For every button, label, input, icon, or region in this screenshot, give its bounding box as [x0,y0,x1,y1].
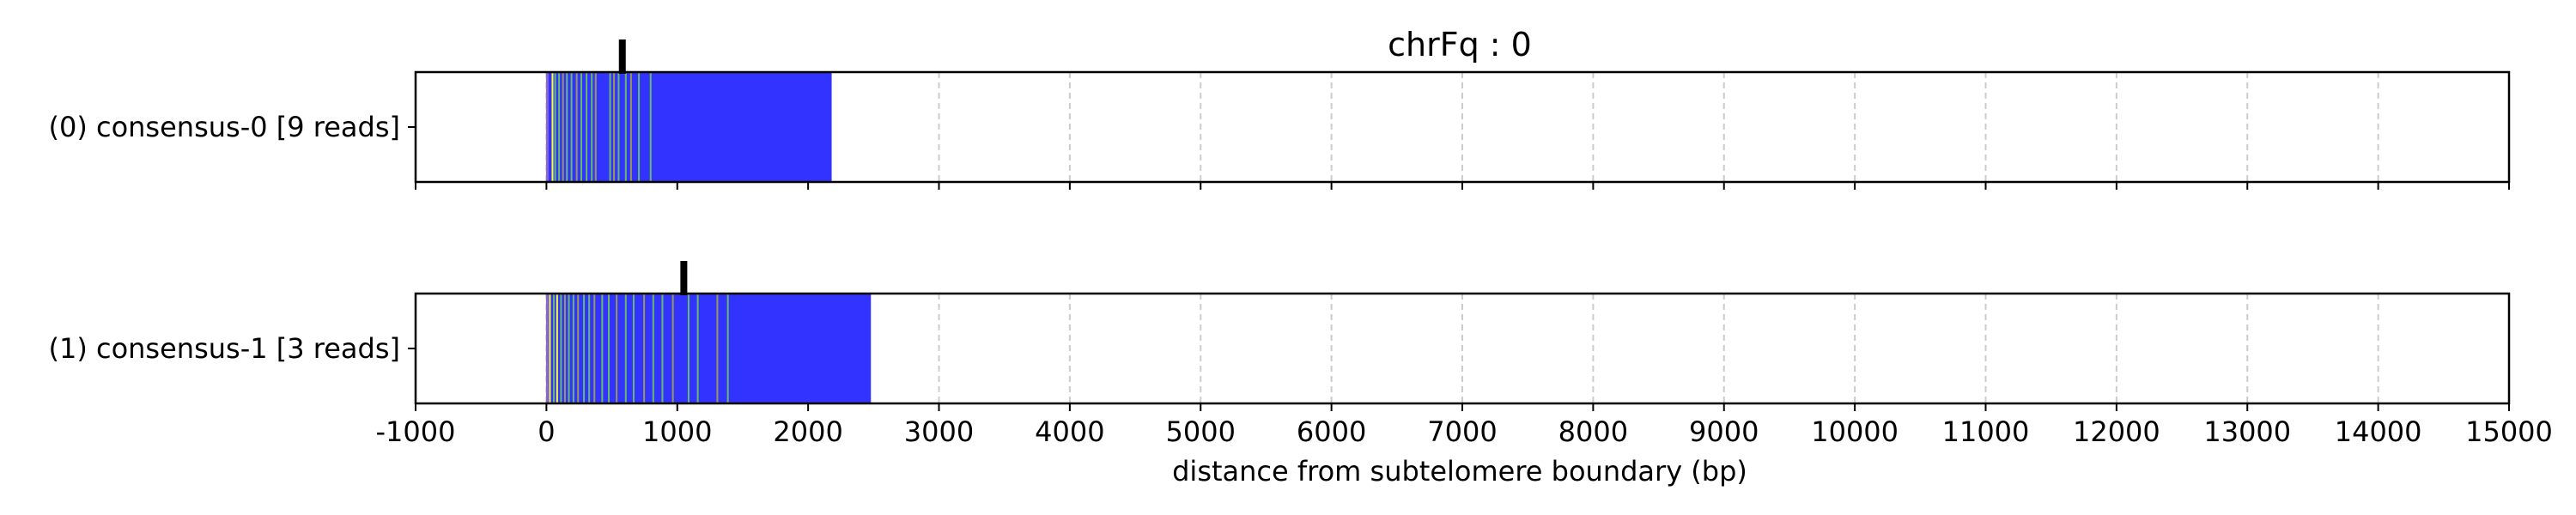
variant-band [566,72,568,182]
x-tick-label: 2000 [773,415,842,448]
variant-band [591,72,593,182]
variant-band [601,294,604,403]
variant-band [687,294,690,403]
variant-band [629,72,632,182]
x-tick-label: 8000 [1558,415,1628,448]
variant-band [588,294,591,403]
x-tick-label: 4000 [1035,415,1104,448]
x-tick-label: 12000 [2073,415,2160,448]
variant-band [586,72,588,182]
variant-band [577,294,580,403]
x-tick-label: 13000 [2203,415,2291,448]
x-tick-label: 0 [538,415,555,448]
variant-band [617,72,620,182]
x-tick-label: 5000 [1166,415,1236,448]
x-tick-label: 11000 [1942,415,2030,448]
track-panel-0: (0) consensus-0 [9 reads] [48,39,2511,190]
variant-band [638,72,641,182]
variant-band [632,294,635,403]
variant-band [594,72,597,182]
variant-band [696,294,699,403]
track-label: (1) consensus-1 [3 reads] [48,332,400,365]
variant-band [583,294,586,403]
variant-band [613,72,616,182]
x-tick-label: 15000 [2465,415,2553,448]
variant-band [649,72,652,182]
x-tick-label: 9000 [1689,415,1759,448]
x-tick-label: 10000 [1811,415,1899,448]
x-tick-label: 6000 [1297,415,1366,448]
chart-title: chrFq : 0 [1388,26,1532,64]
variant-band [563,294,566,403]
x-axis-label: distance from subtelomere boundary (bp) [1172,455,1747,488]
variant-band [552,294,555,403]
x-tick-label: 1000 [642,415,712,448]
variant-band [726,294,729,403]
variant-band [652,294,654,403]
variant-band [661,294,664,403]
variant-band [556,294,558,403]
variant-band [671,294,674,403]
variant-band [558,72,561,182]
variant-band [562,72,564,182]
track-label: (0) consensus-0 [9 reads] [48,111,400,143]
breakpoint-marker [618,39,626,74]
variant-band [624,72,627,182]
variant-band [549,294,551,403]
track-panel-1: (1) consensus-1 [3 reads] [48,261,2511,411]
variant-band [568,294,570,403]
x-tick-label: 7000 [1427,415,1497,448]
variant-band [624,294,627,403]
track-panels: (0) consensus-0 [9 reads] (1) consensus-1… [48,39,2511,411]
repeat-span-bar [546,72,832,182]
x-tick-label: 3000 [904,415,974,448]
repeat-span-bar [546,294,872,403]
variant-band [570,72,573,182]
variant-band [572,294,574,403]
variant-band [607,294,610,403]
variant-band [716,294,719,403]
variant-band [551,72,554,182]
variant-band [593,294,596,403]
x-tick-label: 14000 [2335,415,2422,448]
variant-band [609,72,611,182]
x-tick-label: -1000 [376,415,456,448]
variant-band [554,72,556,182]
variant-band [643,294,646,403]
variant-band [575,72,578,182]
breakpoint-marker [680,261,688,295]
x-axis-ticks: -1000 0 1000 2000 3000 4000 5000 6000 7000 8000 90… [376,415,2553,448]
variant-band [616,294,618,403]
variant-band [580,72,582,182]
variant-band [560,294,562,403]
